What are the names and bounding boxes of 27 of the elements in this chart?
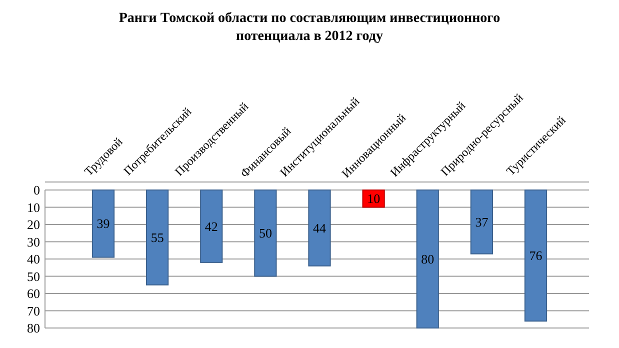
data-label: 76 <box>529 248 543 264</box>
data-label: 55 <box>150 230 164 245</box>
y-tick-label: 10 <box>27 200 40 215</box>
bar <box>200 190 223 263</box>
bar <box>254 190 277 277</box>
y-tick-label: 30 <box>27 234 40 250</box>
bar <box>470 190 493 254</box>
y-tick-label: 70 <box>27 303 40 318</box>
y-tick-label: 40 <box>27 252 40 267</box>
data-label: 37 <box>475 214 489 230</box>
data-label: 80 <box>421 252 434 267</box>
data-label: 42 <box>204 218 218 234</box>
chart-title: Ранги Томской области по составляющим инвестиционного потенциала в 2012 году <box>118 11 500 44</box>
y-tick-label: 20 <box>27 217 40 232</box>
y-tick-label: 80 <box>27 320 40 336</box>
bar <box>524 190 548 322</box>
y-tick-label: 0 <box>34 182 40 198</box>
data-label: 44 <box>313 220 326 236</box>
data-label: 39 <box>96 216 110 232</box>
bar <box>146 190 169 286</box>
bar <box>308 190 331 266</box>
bar <box>92 190 115 258</box>
y-tick-label: 60 <box>27 286 40 302</box>
bar <box>416 190 439 328</box>
data-label: 10 <box>367 191 380 206</box>
y-tick-label: 50 <box>27 268 40 284</box>
data-label: 50 <box>258 226 272 241</box>
